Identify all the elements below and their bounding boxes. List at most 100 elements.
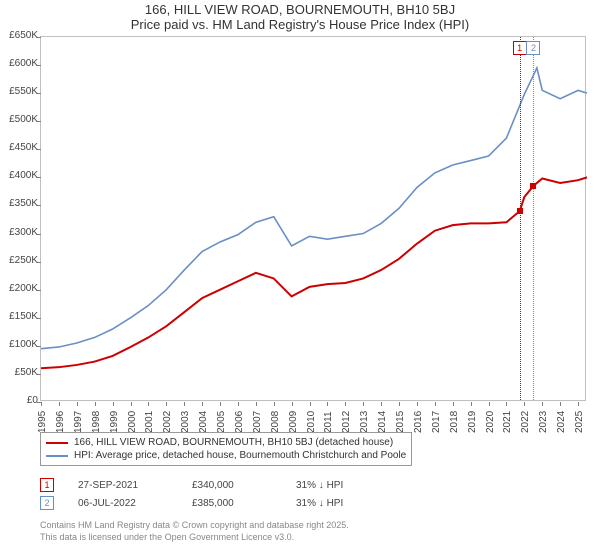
- sale-point: [530, 183, 536, 189]
- xtick-label: 2006: [234, 411, 245, 433]
- xtick-mark: [506, 402, 507, 406]
- sale-marker-box: 1: [513, 41, 527, 55]
- legend-label-hpi: HPI: Average price, detached house, Bour…: [74, 450, 406, 461]
- legend-swatch-price-paid: [46, 442, 68, 444]
- xtick-label: 2004: [198, 411, 209, 433]
- ytick-label: £550K: [0, 87, 38, 97]
- sales-table: 1 27-SEP-2021 £340,000 31% ↓ HPI 2 06-JU…: [40, 476, 396, 512]
- sale-vline: [533, 37, 534, 400]
- chart-area: 12 £0£50K£100K£150K£200K£250K£300K£350K£…: [0, 36, 596, 426]
- xtick-mark: [489, 402, 490, 406]
- sale-diff-1: 31% ↓ HPI: [296, 480, 396, 491]
- xtick-mark: [148, 402, 149, 406]
- xtick-mark: [292, 402, 293, 406]
- sales-row-1: 1 27-SEP-2021 £340,000 31% ↓ HPI: [40, 476, 396, 494]
- xtick-mark: [256, 402, 257, 406]
- xtick-label: 2012: [341, 411, 352, 433]
- xtick-label: 2025: [574, 411, 585, 433]
- xtick-mark: [435, 402, 436, 406]
- xtick-label: 2011: [323, 411, 334, 433]
- xtick-label: 2014: [377, 411, 388, 433]
- xtick-mark: [560, 402, 561, 406]
- xtick-mark: [310, 402, 311, 406]
- xtick-mark: [59, 402, 60, 406]
- ytick-label: £100K: [0, 340, 38, 350]
- xtick-mark: [184, 402, 185, 406]
- ytick-label: £500K: [0, 115, 38, 125]
- xtick-label: 2000: [127, 411, 138, 433]
- xtick-label: 2022: [520, 411, 531, 433]
- xtick-mark: [220, 402, 221, 406]
- xtick-mark: [524, 402, 525, 406]
- xtick-label: 2018: [449, 411, 460, 433]
- ytick-label: £50K: [0, 368, 38, 378]
- xtick-mark: [166, 402, 167, 406]
- sale-price-1: £340,000: [192, 480, 272, 491]
- xtick-label: 2016: [413, 411, 424, 433]
- xtick-mark: [327, 402, 328, 406]
- xtick-label: 2002: [162, 411, 173, 433]
- xtick-label: 2005: [216, 411, 227, 433]
- chart-title-block: 166, HILL VIEW ROAD, BOURNEMOUTH, BH10 5…: [0, 0, 600, 36]
- xtick-mark: [578, 402, 579, 406]
- ytick-label: £600K: [0, 59, 38, 69]
- xtick-mark: [77, 402, 78, 406]
- xtick-label: 2015: [395, 411, 406, 433]
- xtick-label: 2007: [252, 411, 263, 433]
- xtick-label: 2021: [502, 411, 513, 433]
- legend-swatch-hpi: [46, 455, 68, 457]
- xtick-mark: [417, 402, 418, 406]
- xtick-label: 2003: [180, 411, 191, 433]
- chart-lines: [41, 37, 585, 400]
- xtick-mark: [113, 402, 114, 406]
- xtick-label: 2010: [306, 411, 317, 433]
- sale-marker-2: 2: [40, 496, 54, 510]
- xtick-mark: [542, 402, 543, 406]
- legend-label-price-paid: 166, HILL VIEW ROAD, BOURNEMOUTH, BH10 5…: [74, 437, 393, 448]
- xtick-mark: [238, 402, 239, 406]
- sale-vline: [520, 37, 521, 400]
- chart-title-address: 166, HILL VIEW ROAD, BOURNEMOUTH, BH10 5…: [0, 2, 600, 17]
- chart-container: 166, HILL VIEW ROAD, BOURNEMOUTH, BH10 5…: [0, 0, 600, 560]
- ytick-label: £200K: [0, 284, 38, 294]
- sale-marker-box: 2: [526, 41, 540, 55]
- xtick-label: 1995: [37, 411, 48, 433]
- sale-date-2: 06-JUL-2022: [78, 498, 168, 509]
- ytick-label: £650K: [0, 31, 38, 41]
- ytick-label: £250K: [0, 256, 38, 266]
- xtick-label: 2023: [538, 411, 549, 433]
- price-paid-line: [41, 177, 587, 368]
- sale-point: [517, 208, 523, 214]
- xtick-label: 2009: [288, 411, 299, 433]
- xtick-label: 2017: [431, 411, 442, 433]
- xtick-mark: [399, 402, 400, 406]
- xtick-label: 2020: [485, 411, 496, 433]
- sales-row-2: 2 06-JUL-2022 £385,000 31% ↓ HPI: [40, 494, 396, 512]
- xtick-mark: [95, 402, 96, 406]
- xtick-mark: [41, 402, 42, 406]
- xtick-mark: [381, 402, 382, 406]
- xtick-label: 1997: [73, 411, 84, 433]
- chart-title-subtitle: Price paid vs. HM Land Registry's House …: [0, 17, 600, 32]
- xtick-mark: [274, 402, 275, 406]
- sale-diff-2: 31% ↓ HPI: [296, 498, 396, 509]
- ytick-label: £400K: [0, 171, 38, 181]
- sale-price-2: £385,000: [192, 498, 272, 509]
- xtick-label: 2001: [144, 411, 155, 433]
- footer-line1: Contains HM Land Registry data © Crown c…: [40, 520, 349, 532]
- xtick-label: 2008: [270, 411, 281, 433]
- ytick-label: £0: [0, 396, 38, 406]
- plot-region: 12: [40, 36, 586, 401]
- xtick-label: 2024: [556, 411, 567, 433]
- ytick-label: £350K: [0, 199, 38, 209]
- legend-item-price-paid: 166, HILL VIEW ROAD, BOURNEMOUTH, BH10 5…: [46, 436, 406, 449]
- ytick-label: £300K: [0, 228, 38, 238]
- xtick-label: 2013: [359, 411, 370, 433]
- ytick-label: £450K: [0, 143, 38, 153]
- legend: 166, HILL VIEW ROAD, BOURNEMOUTH, BH10 5…: [40, 432, 412, 466]
- sale-date-1: 27-SEP-2021: [78, 480, 168, 491]
- xtick-mark: [453, 402, 454, 406]
- xtick-mark: [345, 402, 346, 406]
- xtick-label: 1996: [55, 411, 66, 433]
- sale-marker-1: 1: [40, 478, 54, 492]
